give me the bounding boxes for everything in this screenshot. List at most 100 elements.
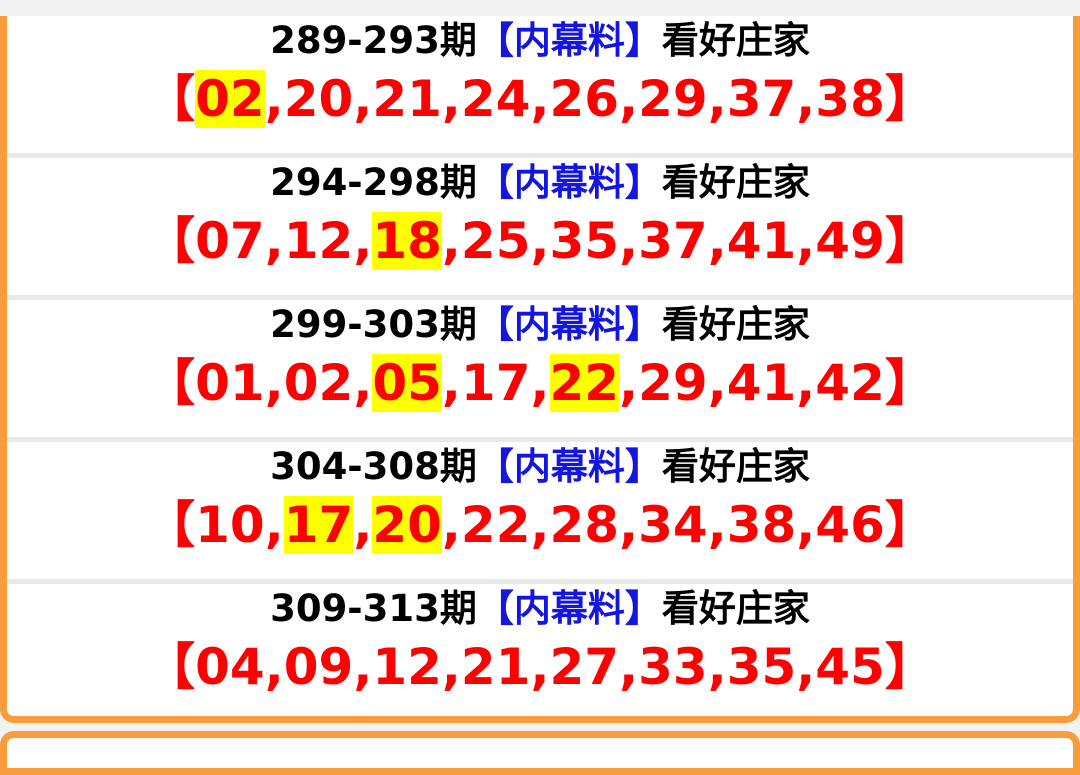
- number-list: 【02,20,21,24,26,29,37,38】: [7, 64, 1073, 134]
- period-label: 294-298期: [270, 161, 477, 204]
- separator: ,: [619, 638, 639, 696]
- number: 27: [549, 638, 620, 696]
- period-title: 304-308期【内幕料】看好庄家: [7, 442, 1073, 490]
- number: 46: [815, 496, 885, 554]
- number: 42: [815, 354, 885, 412]
- separator: ,: [353, 354, 373, 412]
- separator: ,: [264, 638, 284, 696]
- separator: ,: [441, 638, 461, 696]
- separator: ,: [796, 70, 816, 128]
- close-bracket: 】: [884, 212, 935, 270]
- number: 41: [726, 212, 797, 270]
- number-list: 【01,02,05,17,22,29,41,42】: [7, 348, 1073, 418]
- period-row: 309-313期【内幕料】看好庄家 【04,09,12,21,27,33,35,4…: [7, 584, 1073, 716]
- period-title: 289-293期【内幕料】看好庄家: [7, 16, 1073, 64]
- close-bracket: 】: [884, 354, 935, 412]
- separator: ,: [353, 638, 373, 696]
- number: 49: [815, 212, 885, 270]
- highlighted-number: 22: [549, 354, 620, 412]
- number: 25: [460, 212, 531, 270]
- separator: ,: [619, 496, 639, 554]
- tag-label: 【内幕料】: [476, 161, 662, 204]
- number: 38: [815, 70, 885, 128]
- separator: ,: [619, 212, 639, 270]
- separator: ,: [353, 212, 373, 270]
- separator: ,: [707, 212, 727, 270]
- separator: ,: [441, 212, 461, 270]
- period-row: 289-293期【内幕料】看好庄家 【02,20,21,24,26,29,37,3…: [7, 16, 1073, 158]
- number: 37: [726, 70, 797, 128]
- suffix-label: 看好庄家: [661, 161, 810, 204]
- highlighted-number: 17: [283, 496, 354, 554]
- number-list: 【10,17,20,22,28,34,38,46】: [7, 490, 1073, 560]
- separator: ,: [796, 212, 816, 270]
- open-bracket: 【: [145, 354, 196, 412]
- number: 26: [549, 70, 620, 128]
- number: 33: [638, 638, 708, 696]
- period-title: 309-313期【内幕料】看好庄家: [7, 584, 1073, 632]
- open-bracket: 【: [145, 70, 196, 128]
- number: 41: [726, 354, 797, 412]
- number: 29: [638, 354, 708, 412]
- number: 21: [372, 70, 442, 128]
- number: 12: [372, 638, 442, 696]
- separator: ,: [264, 496, 284, 554]
- period-label: 304-308期: [270, 445, 477, 488]
- number-list: 【04,09,12,21,27,33,35,45】: [7, 632, 1073, 702]
- number: 09: [283, 638, 354, 696]
- highlighted-number: 20: [372, 496, 442, 554]
- separator: ,: [530, 496, 550, 554]
- open-bracket: 【: [145, 638, 196, 696]
- number: 12: [283, 212, 354, 270]
- number: 01: [195, 354, 265, 412]
- highlighted-number: 18: [372, 212, 442, 270]
- number: 22: [460, 496, 531, 554]
- suffix-label: 看好庄家: [661, 303, 810, 346]
- prediction-card: 289-293期【内幕料】看好庄家 【02,20,21,24,26,29,37,3…: [0, 16, 1080, 723]
- separator: ,: [264, 354, 284, 412]
- tag-label: 【内幕料】: [476, 19, 662, 62]
- close-bracket: 】: [884, 638, 935, 696]
- number: 21: [460, 638, 531, 696]
- close-bracket: 】: [884, 70, 935, 128]
- separator: ,: [707, 496, 727, 554]
- period-row: 304-308期【内幕料】看好庄家 【10,17,20,22,28,34,38,4…: [7, 442, 1073, 584]
- separator: ,: [264, 70, 284, 128]
- tag-label: 【内幕料】: [476, 303, 662, 346]
- period-title: 299-303期【内幕料】看好庄家: [7, 300, 1073, 348]
- number-list: 【07,12,18,25,35,37,41,49】: [7, 206, 1073, 276]
- period-row: 294-298期【内幕料】看好庄家 【07,12,18,25,35,37,41,4…: [7, 158, 1073, 300]
- period-title: 294-298期【内幕料】看好庄家: [7, 158, 1073, 206]
- number: 17: [460, 354, 531, 412]
- period-label: 309-313期: [270, 587, 477, 630]
- suffix-label: 看好庄家: [661, 587, 810, 630]
- tag-label: 【内幕料】: [476, 445, 662, 488]
- separator: ,: [530, 70, 550, 128]
- number: 02: [283, 354, 354, 412]
- number: 20: [283, 70, 354, 128]
- number: 35: [549, 212, 620, 270]
- tag-label: 【内幕料】: [476, 587, 662, 630]
- number: 04: [195, 638, 265, 696]
- number: 38: [726, 496, 797, 554]
- highlighted-number: 02: [195, 70, 265, 128]
- separator: ,: [796, 496, 816, 554]
- next-card: [0, 731, 1080, 775]
- separator: ,: [353, 496, 373, 554]
- number: 34: [638, 496, 708, 554]
- separator: ,: [707, 638, 727, 696]
- highlighted-number: 05: [372, 354, 442, 412]
- number: 10: [195, 496, 265, 554]
- separator: ,: [619, 354, 639, 412]
- separator: ,: [530, 638, 550, 696]
- suffix-label: 看好庄家: [661, 19, 810, 62]
- open-bracket: 【: [145, 496, 196, 554]
- separator: ,: [530, 354, 550, 412]
- separator: ,: [796, 638, 816, 696]
- separator: ,: [530, 212, 550, 270]
- number: 28: [549, 496, 620, 554]
- number: 37: [638, 212, 708, 270]
- number: 45: [815, 638, 885, 696]
- separator: ,: [441, 70, 461, 128]
- close-bracket: 】: [884, 496, 935, 554]
